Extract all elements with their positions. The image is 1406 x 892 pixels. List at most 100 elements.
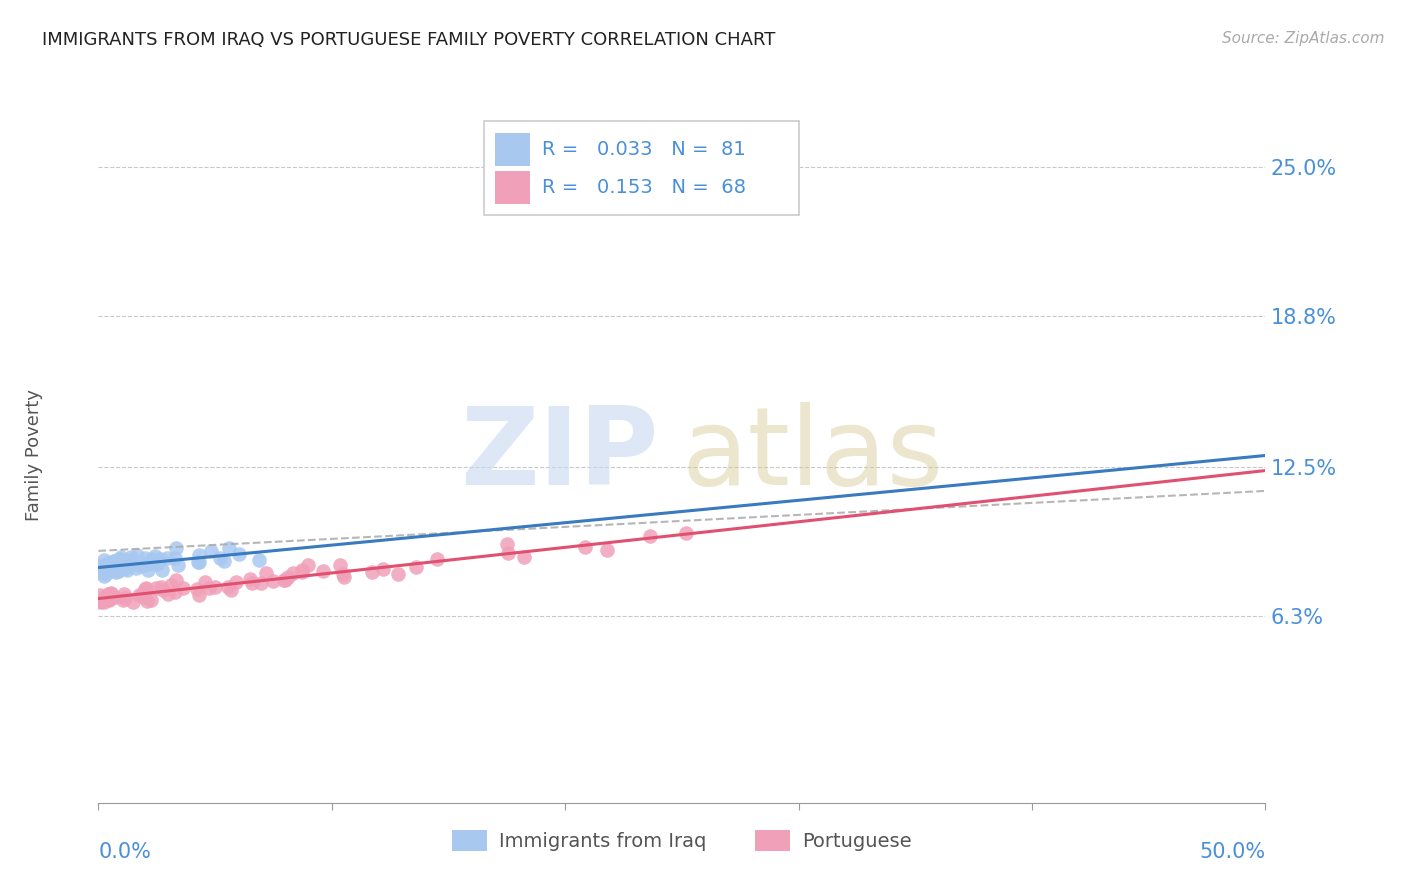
Point (150, 581, 173, 595)
Point (145, 582, 167, 596)
Point (138, 563, 160, 577)
Point (332, 567, 354, 582)
Point (197, 581, 219, 595)
Point (495, 537, 517, 551)
Point (117, 555, 139, 569)
Point (111, 593, 134, 607)
Point (107, 560, 129, 574)
Point (281, 566, 304, 581)
Point (112, 587, 135, 601)
Point (426, 552, 449, 566)
Point (103, 557, 125, 571)
Point (186, 582, 208, 596)
Point (297, 558, 319, 573)
Point (100, 587, 122, 601)
Point (114, 561, 136, 575)
Point (135, 557, 157, 571)
Point (496, 546, 519, 560)
Point (98, 556, 121, 570)
Point (239, 572, 262, 586)
Point (135, 581, 157, 595)
Text: 50.0%: 50.0% (1199, 842, 1265, 862)
Point (110, 556, 132, 570)
Point (118, 553, 141, 567)
Point (165, 573, 187, 587)
Point (291, 564, 314, 578)
Point (103, 561, 125, 575)
Point (225, 575, 247, 590)
Point (114, 556, 136, 570)
Point (141, 593, 163, 607)
Text: 0.0%: 0.0% (98, 842, 152, 862)
Point (143, 549, 166, 563)
Point (97, 587, 120, 601)
Point (111, 555, 134, 569)
Text: R =   0.033   N =  81: R = 0.033 N = 81 (541, 140, 745, 159)
FancyBboxPatch shape (495, 171, 530, 204)
Point (98, 592, 121, 607)
Point (112, 557, 135, 571)
Text: atlas: atlas (682, 402, 943, 508)
Point (150, 563, 173, 577)
Text: ZIP: ZIP (460, 402, 658, 508)
Point (218, 541, 240, 555)
Point (262, 574, 284, 588)
Point (101, 562, 124, 576)
Point (187, 588, 209, 602)
Point (638, 529, 661, 543)
Point (89, 594, 111, 608)
FancyBboxPatch shape (495, 133, 530, 166)
Point (247, 553, 270, 567)
Point (143, 557, 166, 571)
Point (163, 585, 186, 599)
Point (93, 565, 115, 579)
Point (312, 565, 335, 579)
Point (104, 591, 127, 605)
Point (574, 541, 596, 555)
Point (165, 541, 187, 555)
Point (273, 574, 295, 588)
Point (115, 559, 138, 574)
Point (149, 552, 172, 566)
Point (134, 550, 156, 565)
Point (194, 574, 217, 589)
Point (240, 576, 263, 591)
Point (117, 556, 139, 570)
Point (217, 580, 239, 594)
Point (204, 580, 226, 594)
Point (141, 552, 163, 566)
Point (273, 573, 295, 587)
Point (361, 566, 384, 580)
Point (134, 590, 156, 604)
Point (97, 557, 120, 571)
Point (329, 558, 352, 573)
Point (152, 582, 174, 597)
Point (107, 552, 129, 566)
Point (89, 594, 111, 608)
Point (90, 566, 112, 580)
Point (187, 555, 209, 569)
Point (93, 568, 115, 582)
Point (121, 555, 143, 569)
Point (103, 554, 125, 568)
Point (122, 557, 145, 571)
Point (89, 588, 111, 602)
Point (120, 550, 142, 565)
Point (107, 564, 129, 578)
FancyBboxPatch shape (484, 121, 799, 215)
Point (135, 557, 157, 571)
Point (387, 567, 409, 582)
Point (166, 558, 188, 572)
Point (90, 560, 112, 574)
Point (132, 585, 155, 599)
Point (249, 575, 271, 590)
Point (96, 558, 118, 573)
Point (107, 564, 129, 578)
Point (254, 566, 277, 580)
Text: IMMIGRANTS FROM IRAQ VS PORTUGUESE FAMILY POVERTY CORRELATION CHART: IMMIGRANTS FROM IRAQ VS PORTUGUESE FAMIL… (42, 31, 776, 49)
Point (93, 590, 115, 604)
Point (125, 560, 148, 574)
Point (156, 550, 179, 565)
Point (100, 554, 122, 568)
Point (513, 549, 536, 564)
